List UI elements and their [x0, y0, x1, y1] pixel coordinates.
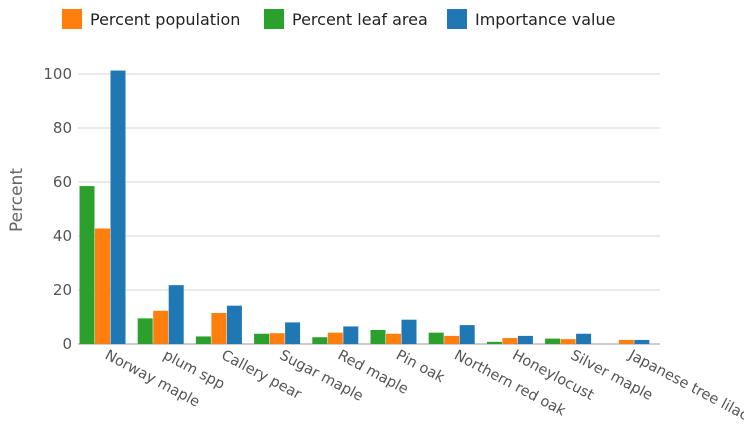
- bar: [401, 319, 417, 344]
- percent-population-swatch: [62, 9, 82, 29]
- bar: [254, 333, 270, 344]
- legend-item-percent-population[interactable]: Percent population: [62, 6, 240, 32]
- legend-label: Percent population: [90, 9, 241, 29]
- legend-item-percent-leaf-area[interactable]: Percent leaf area: [264, 6, 428, 32]
- bar: [545, 338, 561, 344]
- bar: [110, 70, 126, 344]
- y-tick-label: 0: [62, 335, 72, 353]
- percent-leaf-area-swatch: [264, 9, 284, 29]
- bar: [195, 336, 211, 344]
- importance-value-swatch: [447, 9, 467, 29]
- bar: [211, 312, 227, 344]
- bar: [560, 339, 576, 344]
- bar: [576, 333, 592, 344]
- legend-item-importance-value[interactable]: Importance value: [447, 6, 615, 32]
- legend-label: Percent leaf area: [292, 9, 428, 29]
- bar: [502, 338, 518, 344]
- y-tick-label: 20: [53, 281, 72, 299]
- bar: [269, 333, 285, 344]
- y-tick-label: 80: [53, 119, 72, 137]
- bar: [95, 228, 110, 344]
- bar: [459, 325, 475, 344]
- bar: [285, 322, 301, 344]
- bar: [168, 285, 184, 344]
- bar: [386, 333, 401, 344]
- y-tick-label: 100: [43, 65, 72, 83]
- bar: [137, 318, 153, 344]
- bar: [327, 332, 343, 344]
- bar: [517, 335, 533, 344]
- bar: [312, 337, 328, 344]
- y-tick-label: 60: [53, 173, 72, 191]
- x-tick-label: Northern red oak: [451, 347, 568, 419]
- y-tick-label: 40: [53, 227, 72, 245]
- bar: [486, 341, 502, 344]
- bar: [226, 305, 242, 344]
- bar: [343, 326, 359, 344]
- bar: [618, 339, 634, 344]
- bar: [428, 332, 444, 344]
- legend-label: Importance value: [475, 9, 616, 29]
- bar: [79, 186, 95, 344]
- bar: [153, 310, 169, 344]
- bar: [444, 335, 460, 344]
- bar: [370, 329, 386, 344]
- bar: [634, 339, 650, 344]
